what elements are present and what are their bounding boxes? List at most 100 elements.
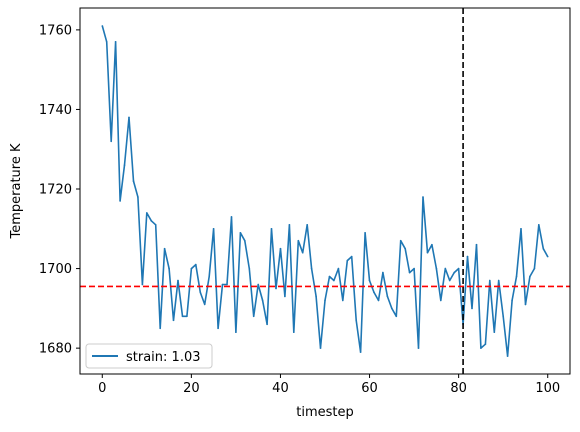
data-point (426, 251, 429, 254)
data-point (159, 327, 161, 330)
data-point (489, 279, 491, 282)
y-axis-ticks: 1680 1700 1720 1740 1760 (39, 23, 80, 357)
data-point (417, 347, 420, 349)
data-point (150, 220, 153, 222)
y-axis-label: Temperature K (9, 143, 24, 239)
data-point (132, 180, 135, 182)
data-point (101, 25, 104, 27)
data-point (128, 116, 130, 119)
data-point (244, 239, 246, 242)
data-point (529, 275, 531, 278)
x-tick-label: 40 (272, 381, 289, 396)
data-point (297, 239, 300, 242)
data-point (230, 216, 233, 218)
data-point (248, 267, 251, 270)
data-point (301, 251, 304, 254)
data-point (440, 299, 442, 302)
data-point (480, 347, 482, 349)
data-point (484, 343, 487, 346)
data-point (319, 347, 322, 349)
data-point (538, 224, 540, 226)
data-point (270, 228, 273, 230)
data-point (386, 295, 389, 298)
data-point (524, 303, 527, 306)
data-point (119, 200, 121, 202)
data-point (203, 303, 206, 306)
data-point (279, 247, 282, 250)
data-point (422, 196, 424, 198)
data-point (199, 291, 202, 294)
data-point (257, 283, 260, 286)
data-point (328, 275, 331, 278)
data-point (511, 299, 513, 302)
data-point (377, 299, 380, 302)
data-point (217, 327, 219, 330)
plot-frame (79, 7, 571, 375)
data-point (404, 247, 407, 250)
data-point (457, 267, 460, 270)
data-point (163, 247, 166, 250)
x-tick-label: 0 (98, 381, 106, 396)
plot-content (80, 8, 570, 374)
data-point (137, 196, 139, 198)
data-point (435, 267, 438, 270)
data-point (168, 267, 170, 270)
data-point (315, 295, 317, 298)
y-tick-label: 1720 (39, 183, 72, 198)
data-point (146, 212, 148, 214)
data-point (466, 255, 469, 258)
legend: strain: 1.03 (85, 343, 213, 369)
data-point (497, 279, 500, 282)
data-point (212, 228, 215, 230)
data-point (346, 259, 349, 262)
x-axis-ticks: 0 20 40 60 80 100 (98, 374, 560, 396)
data-point (181, 315, 184, 318)
data-point (502, 315, 505, 318)
x-axis-label: timestep (296, 405, 354, 420)
data-point (226, 283, 228, 286)
data-point (266, 323, 268, 326)
data-point (355, 319, 358, 322)
data-point (448, 279, 451, 282)
data-point (337, 267, 340, 270)
data-point (444, 267, 447, 270)
data-point (190, 267, 193, 270)
data-point (186, 315, 188, 318)
data-point (399, 239, 402, 242)
data-point (293, 331, 295, 334)
data-point (546, 255, 549, 258)
x-tick-label: 80 (450, 381, 467, 396)
data-point (195, 263, 197, 266)
data-point (123, 164, 126, 166)
data-point (520, 228, 522, 230)
data-point (471, 307, 473, 310)
data-point (324, 299, 326, 302)
x-tick-label: 100 (535, 381, 560, 396)
data-point (261, 299, 264, 302)
data-point (154, 224, 157, 226)
data-point (110, 140, 112, 143)
data-point (208, 275, 210, 278)
data-point (408, 271, 411, 274)
data-point (350, 255, 353, 258)
data-point (306, 224, 309, 226)
data-point (114, 41, 117, 43)
y-tick-label: 1700 (39, 262, 72, 277)
data-point (288, 224, 291, 226)
data-point (141, 283, 144, 286)
x-tick-label: 60 (361, 381, 378, 396)
data-point (177, 279, 179, 282)
data-point (373, 291, 375, 294)
x-tick-label: 20 (183, 381, 200, 396)
series-line (101, 25, 549, 357)
data-point (239, 232, 242, 234)
data-point (172, 319, 175, 322)
data-point (364, 232, 366, 234)
legend-box (85, 343, 213, 369)
data-point (475, 243, 478, 246)
legend-label: strain: 1.03 (126, 350, 201, 365)
data-point (533, 267, 536, 270)
data-point (453, 271, 456, 274)
data-point (333, 279, 335, 282)
